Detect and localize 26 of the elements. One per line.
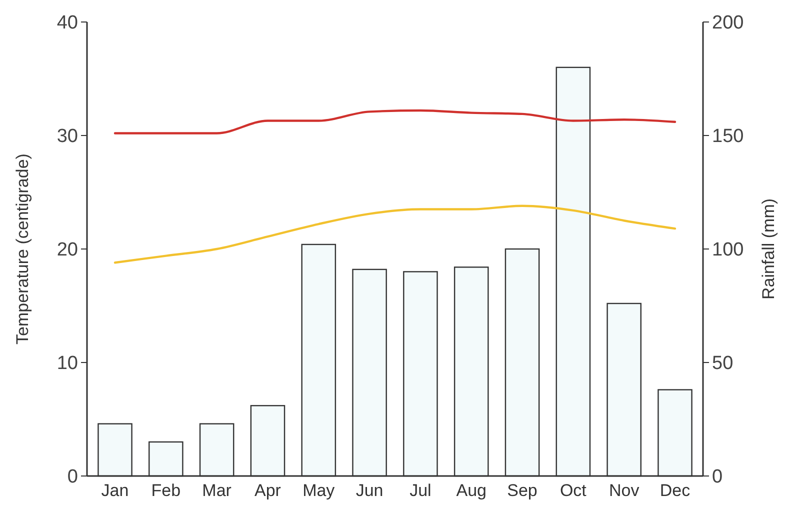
y2-tick-label: 50 (712, 353, 734, 374)
y2-tick-label: 200 (712, 12, 744, 34)
x-tick-label: Sep (507, 481, 538, 500)
x-tick-label: Aug (456, 481, 486, 500)
y-tick-label: 30 (56, 126, 78, 148)
x-tick-label: Dec (660, 481, 691, 500)
y-tick-label: 0 (67, 466, 78, 488)
y-tick-label: 40 (56, 12, 78, 34)
line-series (114, 109, 676, 134)
y2-tick-label: 0 (712, 466, 723, 488)
x-tick-label: Feb (151, 481, 181, 500)
x-tick-label: Apr (254, 481, 282, 500)
line-series (114, 204, 676, 264)
y2-tick-label: 100 (712, 240, 744, 261)
x-tick-label: Jun (356, 481, 384, 500)
y-tick-label: 10 (56, 353, 78, 374)
y2-tick-label: 150 (712, 126, 744, 148)
y-tick-label: 20 (56, 240, 78, 261)
x-tick-label: Oct (560, 481, 587, 500)
x-tick-label: May (302, 481, 336, 500)
x-tick-label: Jan (101, 481, 129, 500)
y-axis-title: Temperature (centigrade) (13, 154, 32, 344)
x-tick-label: Nov (608, 481, 640, 500)
y2-axis-title: Rainfall (mm) (759, 198, 778, 300)
x-tick-label: Jul (410, 481, 432, 500)
x-tick-label: Mar (202, 481, 232, 500)
